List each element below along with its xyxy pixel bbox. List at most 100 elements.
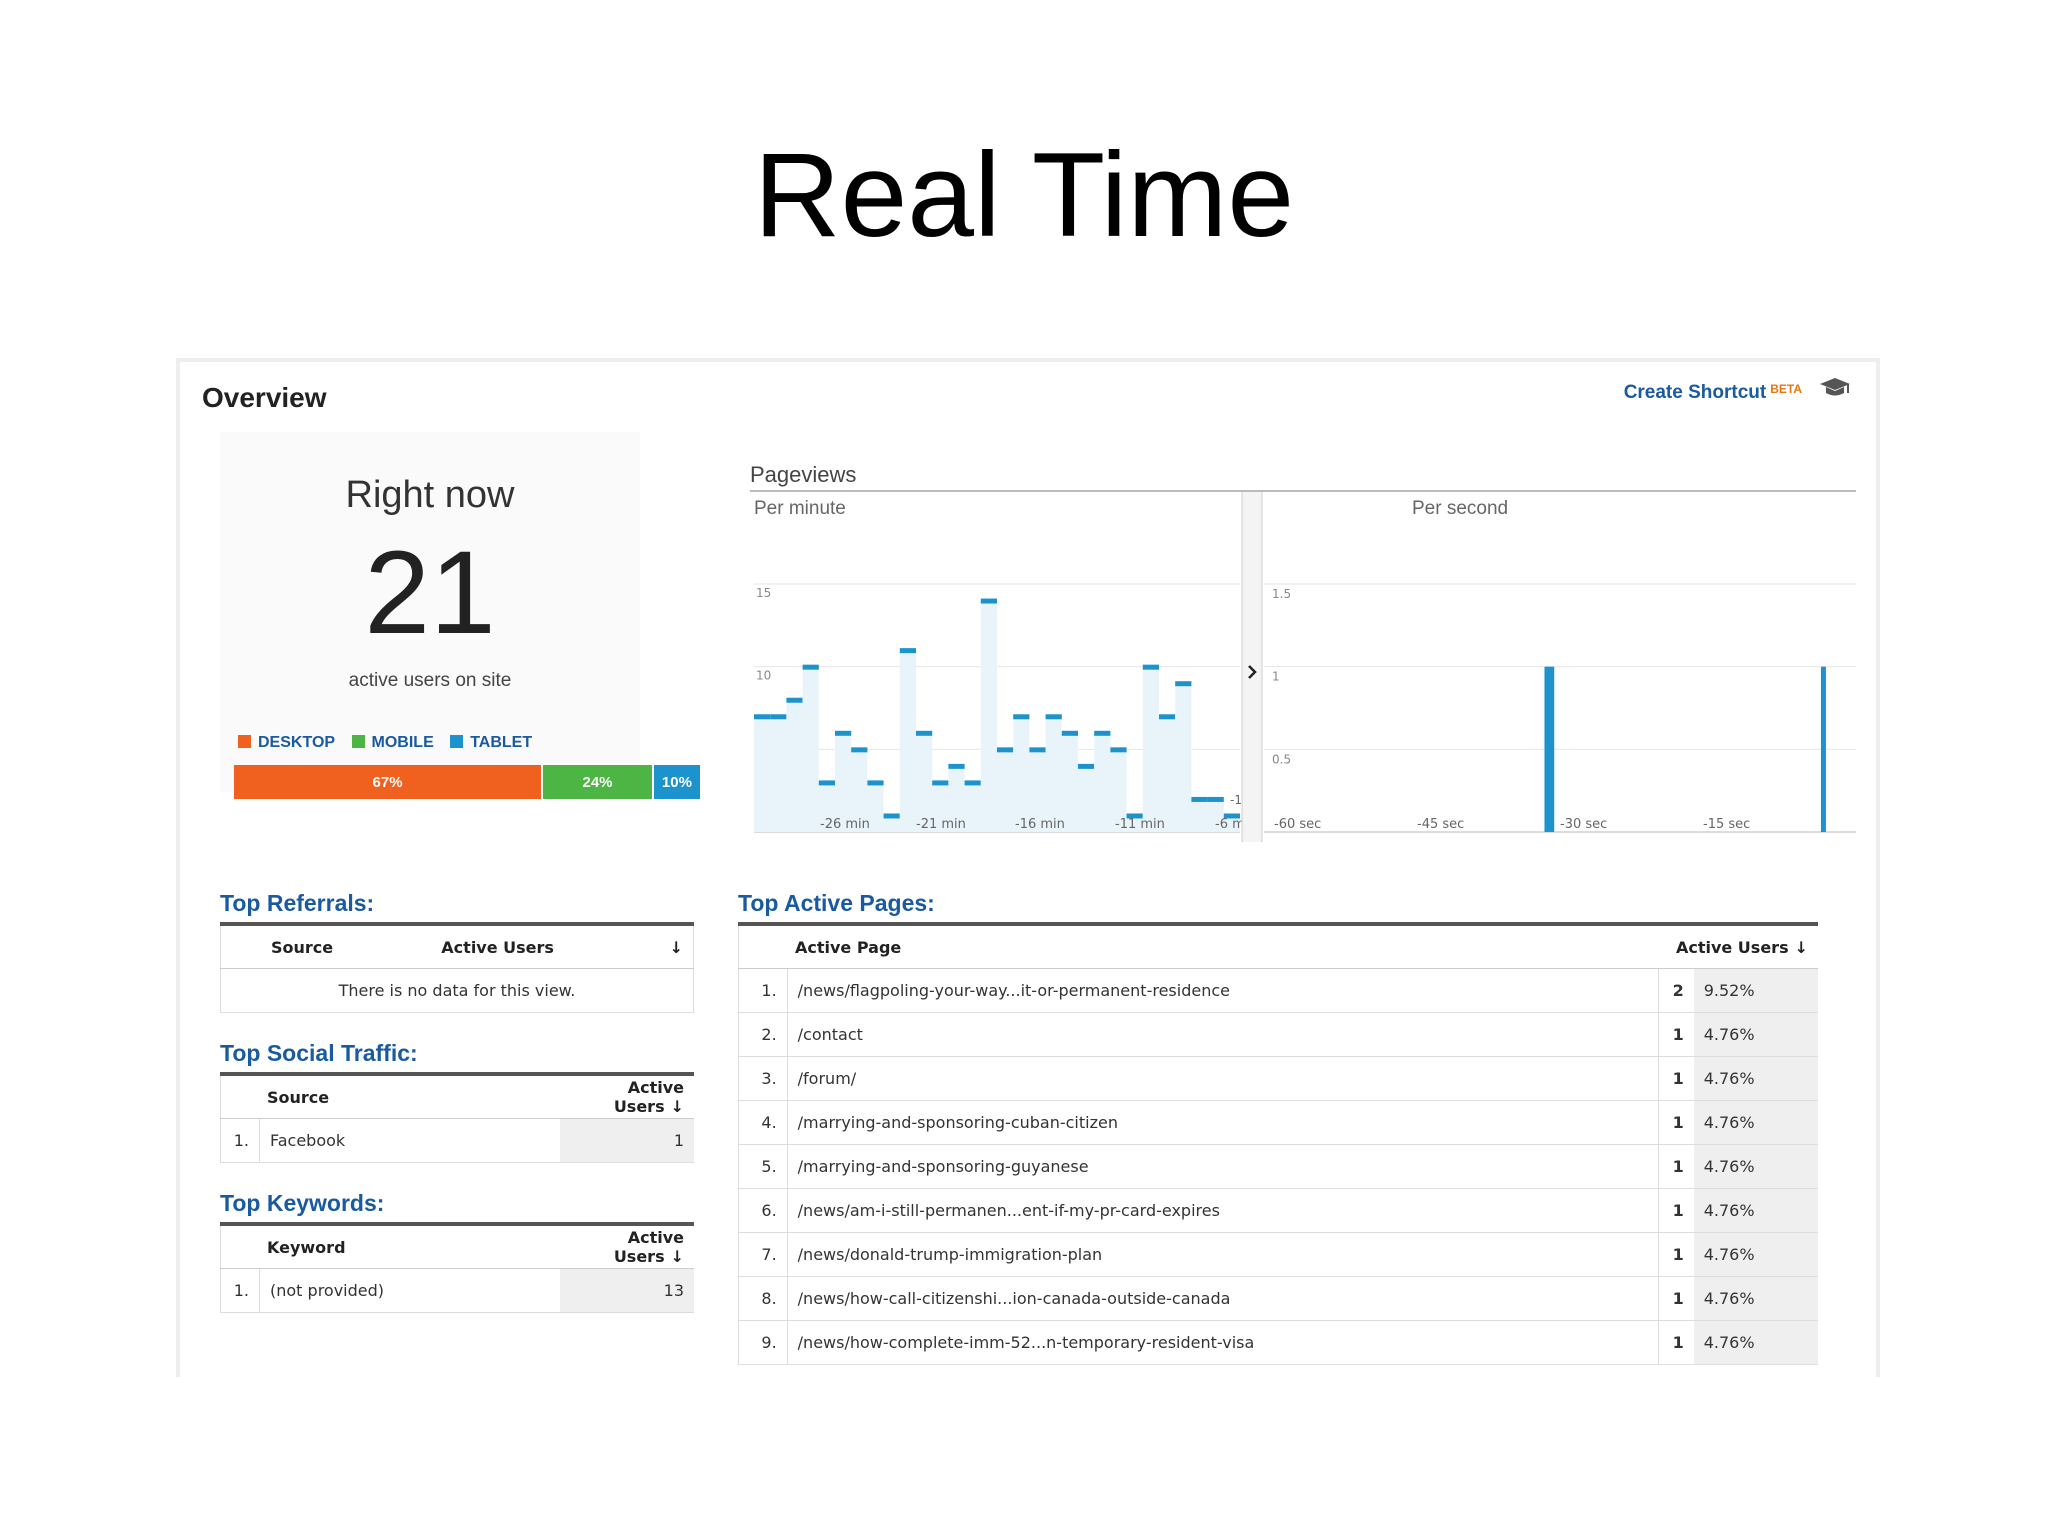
right-now-box: Right now 21 active users on site DESKTO…	[220, 432, 700, 799]
pageview-bar-fill	[997, 749, 1014, 832]
x-tick-label: -16 min	[1015, 817, 1065, 832]
keywords-col-keyword[interactable]: Keyword	[220, 1224, 560, 1269]
active-page-link[interactable]: /news/how-call-citizenshi...ion-canada-o…	[787, 1276, 1659, 1321]
device-share-bar: 67% 24% 10%	[234, 765, 700, 799]
y-tick-label: 10	[756, 669, 771, 683]
pageview-bar-fill	[1159, 716, 1176, 832]
pageview-bar-fill	[1223, 815, 1240, 832]
active-users-count: 21	[364, 527, 496, 659]
active-users-value: 1	[1658, 1100, 1694, 1145]
pageview-bar-cap	[1029, 747, 1046, 753]
pageview-bar-cap	[1159, 714, 1176, 720]
pageview-bar-cap	[1045, 714, 1062, 720]
mobile-segment[interactable]: 24%	[543, 765, 654, 799]
keywords-col-users[interactable]: Active Users ↓	[560, 1224, 694, 1269]
desktop-segment[interactable]: 67%	[234, 765, 544, 799]
top-active-pages-title: Top Active Pages:	[738, 890, 935, 916]
keywords-col-users-label: Active Users	[613, 1228, 684, 1266]
pageview-bar-fill	[1045, 716, 1062, 832]
realtime-overview-panel: Overview Create Shortcut BETA Right now 2…	[176, 358, 1880, 1377]
active-users-percent: 4.76%	[1693, 1144, 1818, 1189]
active-page-link[interactable]: /marrying-and-sponsoring-cuban-citizen	[787, 1100, 1659, 1145]
pageview-bar-cap	[851, 747, 868, 753]
row-index: 9.	[738, 1320, 788, 1365]
pageview-bar-fill	[1126, 815, 1143, 832]
table-row: 1. (not provided) 13	[220, 1268, 694, 1313]
row-index: 1.	[738, 968, 788, 1013]
table-row: 1. Facebook 1	[220, 1118, 694, 1163]
referrals-col-users[interactable]: Active Users ↓	[431, 924, 694, 969]
active-users-value: 1	[1658, 1188, 1694, 1233]
active-page-link[interactable]: /contact	[787, 1012, 1659, 1057]
per-second-bar	[1544, 666, 1550, 832]
pageview-bar-cap	[754, 714, 771, 720]
active-users-percent: 4.76%	[1693, 1232, 1818, 1277]
per-minute-label: Per minute	[754, 498, 846, 519]
legend-swatch-desktop	[238, 735, 251, 748]
legend-label-desktop: DESKTOP	[258, 734, 336, 751]
table-row: 8./news/how-call-citizenshi...ion-canada…	[738, 1276, 1818, 1321]
pageview-bar-fill	[883, 815, 900, 832]
pageview-bar-cap	[818, 780, 835, 786]
pageview-bar-cap	[1061, 730, 1078, 736]
device-legend: DESKTOP MOBILE TABLET	[238, 734, 544, 752]
chart-divider	[1242, 492, 1262, 842]
active-page-link[interactable]: /news/how-complete-imm-52...n-temporary-…	[787, 1320, 1659, 1365]
pageview-bar-fill	[980, 600, 997, 832]
active-users-percent: 4.76%	[1693, 1188, 1818, 1233]
active-page-link[interactable]: /news/donald-trump-immigration-plan	[787, 1232, 1659, 1277]
active-users-percent: 4.76%	[1693, 1100, 1818, 1145]
keyword-link[interactable]: (not provided)	[259, 1268, 560, 1313]
pageview-bar-fill	[1175, 683, 1192, 832]
legend-desktop[interactable]: DESKTOP	[238, 734, 335, 751]
active-pages-col-users[interactable]: Active Users ↓	[1658, 924, 1818, 969]
active-page-link[interactable]: /forum/	[787, 1056, 1659, 1101]
pageview-bar-fill	[1061, 732, 1078, 832]
table-row: 7./news/donald-trump-immigration-plan 1 4.…	[738, 1232, 1818, 1277]
pageviews-charts: 15105-26 min-21 min-16 min-11 min-6 min-…	[750, 492, 1856, 842]
legend-tablet[interactable]: TABLET	[450, 734, 532, 751]
x-tick-label: -15 sec	[1703, 817, 1750, 832]
table-row: 2./contact 1 4.76%	[738, 1012, 1818, 1057]
active-pages-col-page[interactable]: Active Page	[738, 924, 1658, 969]
create-shortcut-label: Create Shortcut	[1623, 382, 1767, 403]
sort-down-icon[interactable]: ↓	[670, 1247, 684, 1266]
active-page-link[interactable]: /news/am-i-still-permanen...ent-if-my-pr…	[787, 1188, 1659, 1233]
create-shortcut-link[interactable]: Create Shortcut BETA	[1624, 382, 1802, 404]
x-tick-label: -60 sec	[1274, 817, 1321, 832]
referrals-col-source[interactable]: Source	[220, 924, 432, 969]
social-col-source[interactable]: Source	[220, 1074, 560, 1119]
chevron-right-icon	[1248, 665, 1257, 679]
active-users-value: 1	[1658, 1012, 1694, 1057]
active-users-percent: 9.52%	[1693, 968, 1818, 1013]
graduation-cap-icon[interactable]	[1818, 376, 1852, 402]
active-pages-col-users-label: Active Users	[1675, 937, 1789, 957]
pageview-bar-cap	[899, 648, 916, 654]
pageview-bar-cap	[1110, 747, 1127, 753]
row-index: 2.	[738, 1012, 788, 1057]
referrals-col-users-label: Active Users	[441, 937, 554, 957]
active-users-percent: 4.76%	[1693, 1320, 1818, 1365]
pageview-bar-cap	[786, 697, 803, 703]
tablet-segment[interactable]: 10%	[653, 765, 700, 799]
legend-label-tablet: TABLET	[470, 734, 533, 751]
x-tick-label: -11 min	[1115, 817, 1165, 832]
active-users-value: 2	[1658, 968, 1694, 1013]
active-page-link[interactable]: /marrying-and-sponsoring-guyanese	[787, 1144, 1659, 1189]
table-row: 4./marrying-and-sponsoring-cuban-citizen…	[738, 1100, 1818, 1145]
social-source-link[interactable]: Facebook	[259, 1118, 560, 1163]
chart-annotation: -1	[1230, 793, 1242, 807]
row-index: 4.	[738, 1100, 788, 1145]
social-col-users[interactable]: Active Users ↓	[560, 1074, 694, 1119]
pageview-bar-fill	[1029, 749, 1046, 832]
legend-swatch-tablet	[450, 735, 464, 748]
sort-down-icon[interactable]: ↓	[669, 937, 683, 957]
active-page-link[interactable]: /news/flagpoling-your-way...it-or-perman…	[787, 968, 1659, 1013]
sort-down-icon[interactable]: ↓	[670, 1097, 684, 1116]
pageview-bar-fill	[1207, 798, 1224, 832]
pageview-bar-cap	[1142, 664, 1159, 670]
table-row: 5./marrying-and-sponsoring-guyanese 1 4.76…	[738, 1144, 1818, 1189]
legend-mobile[interactable]: MOBILE	[351, 734, 434, 751]
pageview-bar-fill	[899, 650, 916, 832]
sort-down-icon[interactable]: ↓	[1794, 937, 1808, 957]
